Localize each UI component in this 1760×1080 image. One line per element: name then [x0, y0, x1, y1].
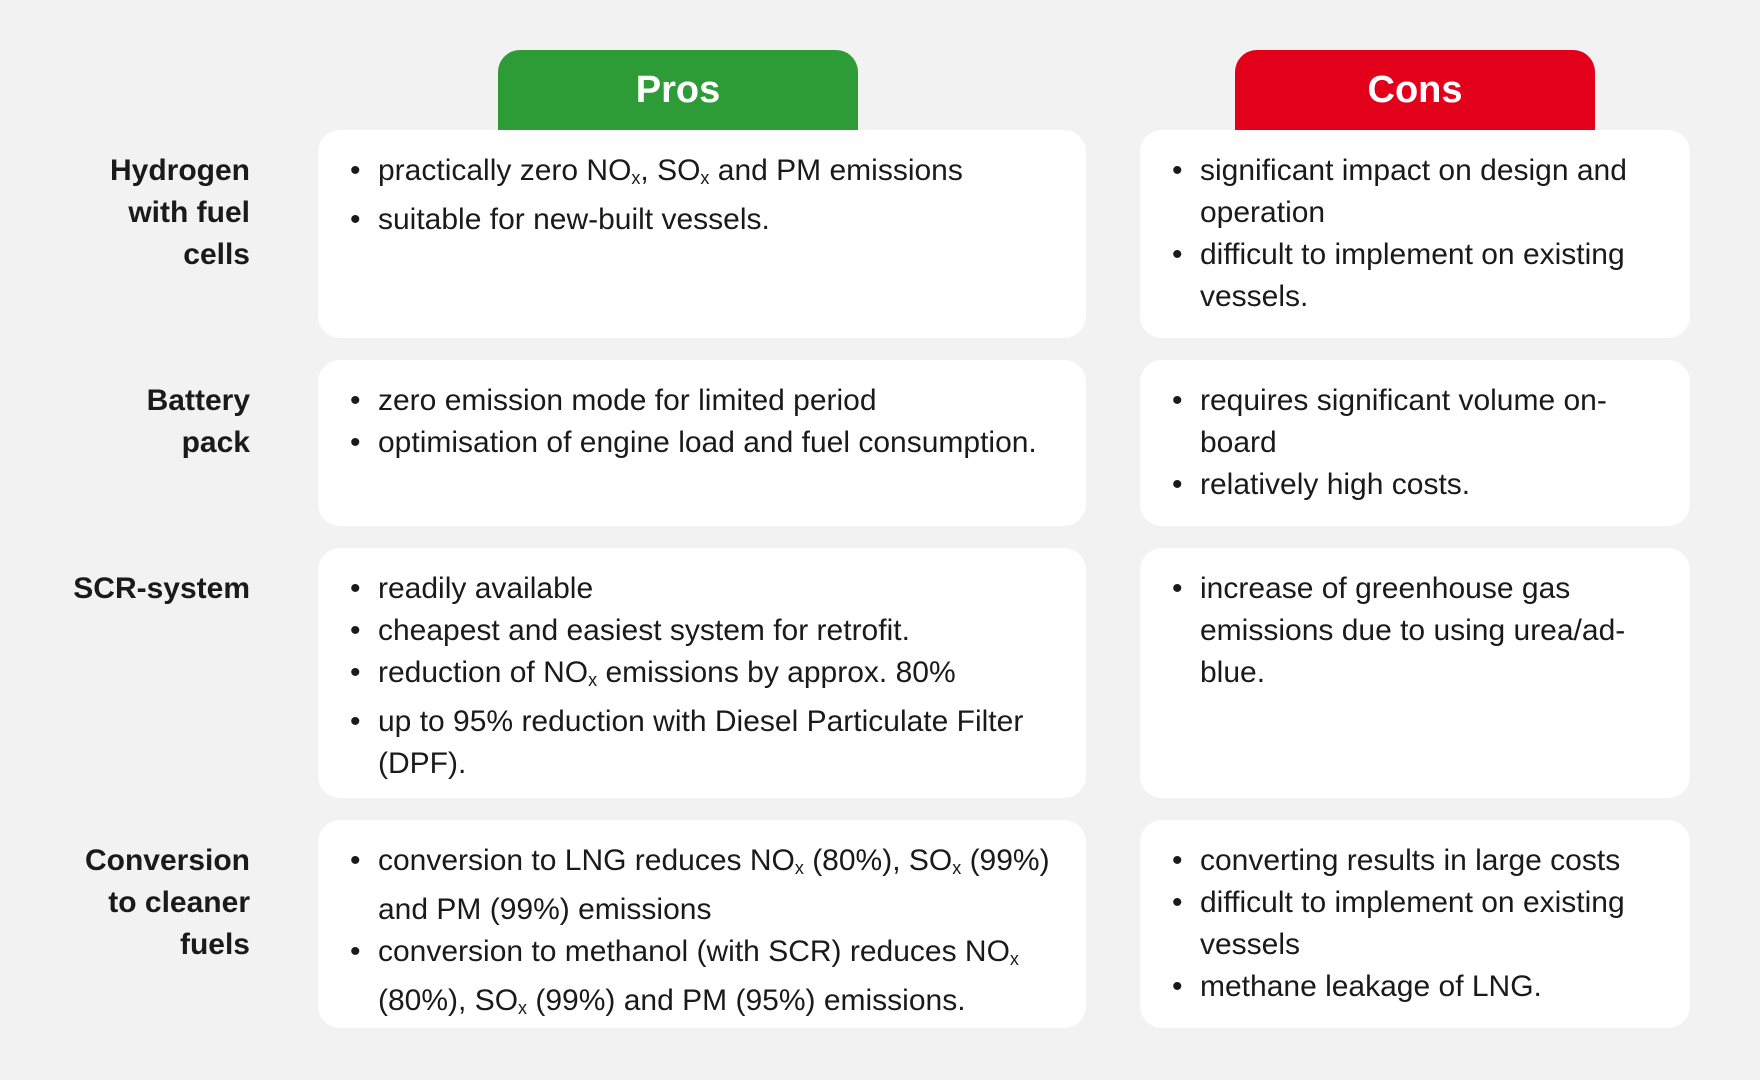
pros-list: • practically zero NOx, SOx and PM emissi…: [346, 150, 1066, 241]
cons-list: • significant impact on design and operat…: [1168, 150, 1670, 318]
cons-header: Cons: [1235, 50, 1595, 130]
pros-list-item: • optimisation of engine load and fuel co…: [346, 422, 1066, 464]
list-item-text: requires significant volume on-board: [1200, 384, 1607, 459]
row-label-line: cells: [183, 238, 250, 271]
bullet-icon: •: [350, 656, 361, 689]
bullet-icon: •: [350, 614, 361, 647]
pros-list-item: • suitable for new-built vessels.: [346, 199, 1066, 241]
row-label: SCR-system: [10, 568, 250, 610]
pros-header: Pros: [498, 50, 858, 130]
pros-list: • conversion to LNG reduces NOx (80%), SO…: [346, 840, 1066, 1029]
bullet-icon: •: [350, 203, 361, 236]
list-item-text: difficult to implement on existing vesse…: [1200, 238, 1625, 313]
cons-list-item: • significant impact on design and operat…: [1168, 150, 1670, 234]
pros-list-item: • cheapest and easiest system for retrofi…: [346, 610, 1066, 652]
row-label-line: pack: [181, 426, 250, 459]
cons-list-item: • methane leakage of LNG.: [1168, 966, 1670, 1008]
bullet-icon: •: [1172, 572, 1183, 605]
list-item-text: (99%) and PM (99%) emissions: [378, 844, 1050, 926]
list-item-text: relatively high costs.: [1200, 468, 1471, 501]
list-item-text: optimisation of engine load and fuel con…: [378, 426, 1037, 459]
pros-list-item: • zero emission mode for limited period: [346, 380, 1066, 422]
pros-list-item: • conversion to methanol (with SCR) reduc…: [346, 931, 1066, 1029]
row-label: Conversion to cleaner fuels: [10, 840, 250, 966]
pros-card: • practically zero NOx, SOx and PM emissi…: [318, 130, 1086, 338]
list-item-text: significant impact on design and operati…: [1200, 154, 1627, 229]
pros-list-item: • practically zero NOx, SOx and PM emissi…: [346, 150, 1066, 199]
list-item-text: (80%), SO: [378, 984, 519, 1017]
cons-list-item: • increase of greenhouse gas emissions du…: [1168, 568, 1670, 694]
row-label: Battery pack: [10, 380, 250, 464]
bullet-icon: •: [350, 154, 361, 187]
bullet-icon: •: [1172, 970, 1183, 1003]
list-item-text: conversion to methanol (with SCR) reduce…: [378, 935, 1010, 968]
cons-list-item: • difficult to implement on existing vess…: [1168, 882, 1670, 966]
pros-list-item: • reduction of NOx emissions by approx. 8…: [346, 652, 1066, 701]
bullet-icon: •: [350, 384, 361, 417]
list-item-text: suitable for new-built vessels.: [378, 203, 770, 236]
pros-list-item: • conversion to LNG reduces NOx (80%), SO…: [346, 840, 1066, 931]
subscript-text: x: [1009, 949, 1019, 969]
bullet-icon: •: [1172, 384, 1183, 417]
list-item-text: increase of greenhouse gas emissions due…: [1200, 572, 1626, 689]
bullet-icon: •: [350, 935, 361, 968]
list-item-text: and PM emissions: [709, 154, 963, 187]
pros-card: • readily available • cheapest and easiest …: [318, 548, 1086, 798]
row-label-line: SCR-system: [73, 572, 250, 605]
bullet-icon: •: [350, 705, 361, 738]
cons-card: • converting results in large costs • diffi…: [1140, 820, 1690, 1028]
list-item-text: reduction of NO: [378, 656, 589, 689]
row-label-line: Battery: [146, 384, 250, 417]
subscript-text: x: [794, 858, 804, 878]
list-item-text: cheapest and easiest system for retrofit…: [378, 614, 910, 647]
list-item-text: (99%) and PM (95%) emissions.: [527, 984, 966, 1017]
pros-list: • readily available • cheapest and easiest …: [346, 568, 1066, 785]
row-label: Hydrogen with fuel cells: [10, 150, 250, 276]
cons-list-item: • converting results in large costs: [1168, 840, 1670, 882]
row-label-line: to cleaner: [108, 886, 250, 919]
pros-list: • zero emission mode for limited period • o…: [346, 380, 1066, 464]
cons-card: • requires significant volume on-board • re…: [1140, 360, 1690, 526]
bullet-icon: •: [350, 844, 361, 877]
bullet-icon: •: [1172, 468, 1183, 501]
subscript-text: x: [518, 998, 528, 1018]
list-item-text: emissions by approx. 80%: [597, 656, 956, 689]
row-label-line: Conversion: [84, 844, 250, 877]
subscript-text: x: [952, 858, 962, 878]
cons-card: • significant impact on design and operat…: [1140, 130, 1690, 338]
pros-card: • zero emission mode for limited period • o…: [318, 360, 1086, 526]
list-item-text: zero emission mode for limited period: [378, 384, 877, 417]
list-item-text: readily available: [378, 572, 594, 605]
subscript-text: x: [631, 168, 641, 188]
bullet-icon: •: [1172, 844, 1183, 877]
cons-list-item: • relatively high costs.: [1168, 464, 1670, 506]
bullet-icon: •: [350, 572, 361, 605]
row-label-line: Hydrogen: [109, 154, 250, 187]
cons-list: • converting results in large costs • diffi…: [1168, 840, 1670, 1008]
list-item-text: conversion to LNG reduces NO: [378, 844, 795, 877]
list-item-text: practically zero NO: [378, 154, 632, 187]
bullet-icon: •: [350, 426, 361, 459]
pros-list-item: • readily available: [346, 568, 1066, 610]
bullet-icon: •: [1172, 154, 1183, 187]
list-item-text: (80%), SO: [803, 844, 953, 877]
cons-list: • requires significant volume on-board • re…: [1168, 380, 1670, 506]
cons-card: • increase of greenhouse gas emissions du…: [1140, 548, 1690, 798]
cons-list: • increase of greenhouse gas emissions du…: [1168, 568, 1670, 694]
list-item-text: methane leakage of LNG.: [1200, 970, 1542, 1003]
cons-list-item: • requires significant volume on-board: [1168, 380, 1670, 464]
subscript-text: x: [700, 168, 710, 188]
list-item-text: difficult to implement on existing vesse…: [1200, 886, 1625, 961]
bullet-icon: •: [1172, 886, 1183, 919]
row-label-line: fuels: [179, 928, 250, 961]
pros-card: • conversion to LNG reduces NOx (80%), SO…: [318, 820, 1086, 1028]
subscript-text: x: [588, 670, 598, 690]
list-item-text: , SO: [640, 154, 701, 187]
list-item-text: up to 95% reduction with Diesel Particul…: [378, 705, 1024, 780]
row-label-line: with fuel: [128, 196, 250, 229]
bullet-icon: •: [1172, 238, 1183, 271]
list-item-text: converting results in large costs: [1200, 844, 1621, 877]
cons-list-item: • difficult to implement on existing vess…: [1168, 234, 1670, 318]
pros-list-item: • up to 95% reduction with Diesel Particu…: [346, 701, 1066, 785]
